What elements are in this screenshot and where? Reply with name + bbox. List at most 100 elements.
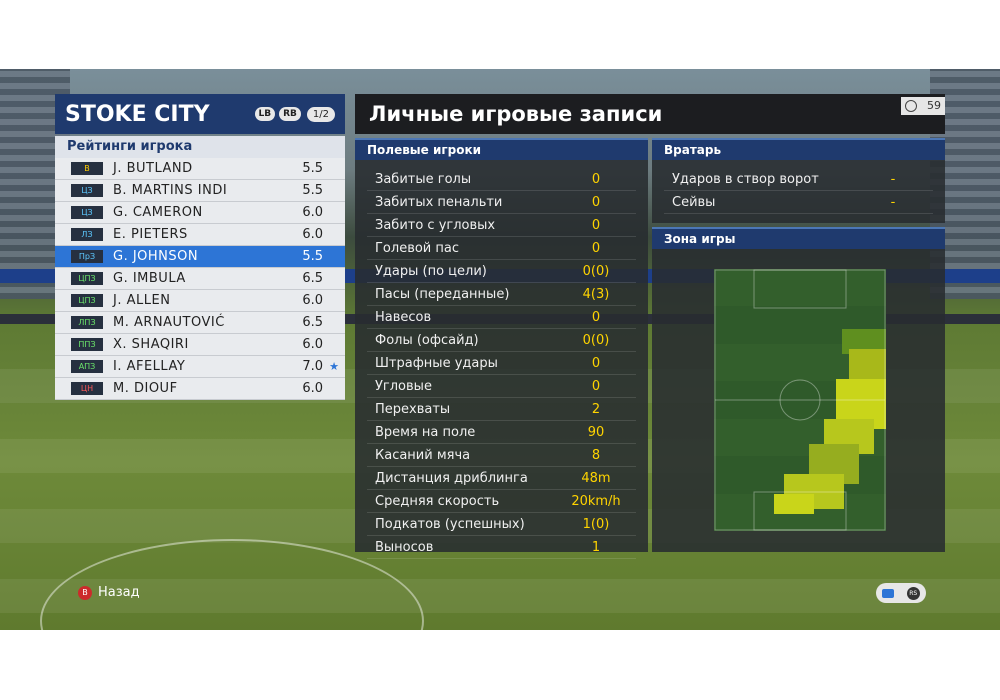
gk-stats-title: Вратарь: [652, 138, 945, 160]
stat-row: Штрафные удары 0: [367, 352, 636, 375]
ratings-title: Рейтинги игрока: [55, 136, 345, 158]
player-name: I. AFELLAY: [113, 359, 186, 374]
timer: 59: [901, 97, 945, 115]
stat-value: 1(0): [582, 516, 610, 532]
player-rating: 5.5: [302, 161, 323, 176]
rb-button-icon[interactable]: RB: [279, 107, 301, 121]
stat-label: Забитые голы: [375, 171, 472, 187]
stat-row: Подкатов (успешных) 1(0): [367, 513, 636, 536]
clock-icon: [905, 100, 917, 112]
stat-row: Ударов в створ ворот -: [664, 168, 933, 191]
player-rating: 5.5: [302, 183, 323, 198]
team-name: STOKE CITY: [65, 101, 210, 127]
b-button-icon: B: [78, 585, 92, 600]
star-icon: ★: [329, 360, 339, 373]
stat-row: Навесов 0: [367, 306, 636, 329]
position-badge: ЦПЗ: [71, 272, 103, 285]
player-row[interactable]: ППЗ X. SHAQIRI 6.0: [55, 334, 345, 356]
stat-value: -: [890, 171, 896, 187]
position-badge: ППЗ: [71, 338, 103, 351]
player-row[interactable]: ЦЗ B. MARTINS INDI 5.5: [55, 180, 345, 202]
stat-row: Удары (по цели) 0(0): [367, 260, 636, 283]
lb-button-icon[interactable]: LB: [254, 107, 276, 121]
player-rating: 5.5: [302, 249, 323, 264]
stat-row: Фолы (офсайд) 0(0): [367, 329, 636, 352]
stat-row: Сейвы -: [664, 191, 933, 214]
player-row[interactable]: ЦЗ G. CAMERON 6.0: [55, 202, 345, 224]
stat-value: 0: [591, 378, 601, 394]
page-indicator: 1/2: [306, 106, 335, 122]
stat-label: Выносов: [375, 539, 434, 555]
records-title: Личные игровые записи: [355, 94, 945, 134]
chat-hint[interactable]: RS: [876, 583, 926, 603]
stat-label: Время на поле: [375, 424, 476, 440]
player-row[interactable]: АПЗ I. AFELLAY 7.0 ★: [55, 356, 345, 378]
stat-label: Подкатов (успешных): [375, 516, 525, 532]
stat-label: Удары (по цели): [375, 263, 487, 279]
position-badge: В: [71, 162, 103, 175]
player-row[interactable]: ЦН M. DIOUF 6.0: [55, 378, 345, 400]
position-badge: ЦЗ: [71, 184, 103, 197]
stat-label: Сейвы: [672, 194, 716, 210]
player-name: G. JOHNSON: [113, 249, 199, 264]
stat-label: Голевой пас: [375, 240, 459, 256]
stat-value: 48m: [581, 470, 611, 486]
position-badge: ЦЗ: [71, 206, 103, 219]
back-hint[interactable]: B Назад: [78, 585, 140, 600]
player-rating: 6.5: [302, 315, 323, 330]
stat-label: Фолы (офсайд): [375, 332, 479, 348]
player-name: G. IMBULA: [113, 271, 186, 286]
player-rating: 6.5: [302, 271, 323, 286]
stat-value: 4(3): [582, 286, 610, 302]
player-name: J. ALLEN: [113, 293, 171, 308]
stat-value: 90: [587, 424, 605, 440]
player-row[interactable]: ЛПЗ M. ARNAUTOVIĆ 6.5: [55, 312, 345, 334]
stat-label: Навесов: [375, 309, 432, 325]
timer-value: 59: [927, 99, 941, 112]
stat-value: -: [890, 194, 896, 210]
position-badge: АПЗ: [71, 360, 103, 373]
stat-row: Забитые голы 0: [367, 168, 636, 191]
field-stats-section: Полевые игроки Забитые голы 0 Забитых пена…: [355, 138, 648, 559]
stat-row: Забито с угловых 0: [367, 214, 636, 237]
player-name: J. BUTLAND: [113, 161, 193, 176]
stat-label: Пасы (переданные): [375, 286, 510, 302]
stat-label: Штрафные удары: [375, 355, 498, 371]
position-badge: ЦПЗ: [71, 294, 103, 307]
stat-label: Дистанция дриблинга: [375, 470, 528, 486]
stat-label: Касаний мяча: [375, 447, 471, 463]
rs-button-icon: RS: [906, 586, 920, 600]
stat-label: Забито с угловых: [375, 217, 496, 233]
stat-value: 0(0): [582, 332, 610, 348]
player-row[interactable]: ЦПЗ G. IMBULA 6.5: [55, 268, 345, 290]
records-panel: Личные игровые записи 59 Полевые игроки …: [355, 94, 945, 559]
player-list: В J. BUTLAND 5.5 ЦЗ B. MARTINS INDI 5.5 ЦЗ G. C…: [55, 158, 345, 400]
stat-row: Касаний мяча 8: [367, 444, 636, 467]
player-row[interactable]: В J. BUTLAND 5.5: [55, 158, 345, 180]
team-panel: STOKE CITY LB RB 1/2 Рейтинги игрока В J.…: [55, 94, 345, 400]
play-zone-title: Зона игры: [652, 227, 945, 249]
stat-label: Ударов в створ ворот: [672, 171, 819, 187]
play-zone-section: Зона игры: [652, 227, 945, 552]
gk-stats-section: Вратарь Ударов в створ ворот - Сейвы -: [652, 138, 945, 223]
field-stats-list: Забитые голы 0 Забитых пенальти 0 Забито с у…: [355, 168, 648, 559]
player-rating: 7.0: [302, 359, 323, 374]
player-row[interactable]: ЦПЗ J. ALLEN 6.0: [55, 290, 345, 312]
stat-value: 0: [591, 194, 601, 210]
gk-stats-list: Ударов в створ ворот - Сейвы -: [652, 168, 945, 214]
player-rating: 6.0: [302, 337, 323, 352]
stat-row: Пасы (переданные) 4(3): [367, 283, 636, 306]
position-badge: ЛЗ: [71, 228, 103, 241]
stat-value: 1: [591, 539, 601, 555]
player-row[interactable]: ЛЗ E. PIETERS 6.0: [55, 224, 345, 246]
stat-row: Дистанция дриблинга 48m: [367, 467, 636, 490]
player-row[interactable]: ПрЗ G. JOHNSON 5.5: [55, 246, 345, 268]
stat-label: Угловые: [375, 378, 432, 394]
stat-value: 0: [591, 240, 601, 256]
player-name: X. SHAQIRI: [113, 337, 189, 352]
stat-row: Средняя скорость 20km/h: [367, 490, 636, 513]
stat-value: 0: [591, 309, 601, 325]
stat-value: 0: [591, 217, 601, 233]
player-name: M. DIOUF: [113, 381, 178, 396]
stat-row: Перехваты 2: [367, 398, 636, 421]
